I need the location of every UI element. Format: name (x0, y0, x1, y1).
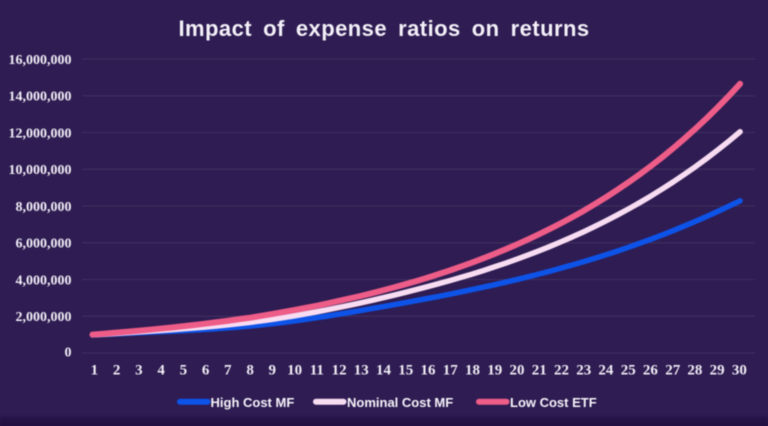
svg-text:6,000,000: 6,000,000 (16, 237, 72, 252)
svg-text:22: 22 (554, 363, 569, 379)
svg-text:24: 24 (598, 363, 614, 379)
svg-text:30: 30 (732, 363, 747, 379)
svg-text:Low Cost ETF: Low Cost ETF (510, 395, 597, 410)
svg-text:8,000,000: 8,000,000 (16, 200, 72, 215)
svg-text:Nominal Cost MF: Nominal Cost MF (347, 395, 453, 410)
svg-text:11: 11 (310, 363, 324, 379)
svg-text:29: 29 (710, 363, 725, 379)
svg-text:9: 9 (269, 363, 277, 379)
svg-text:3: 3 (135, 363, 143, 379)
svg-text:15: 15 (398, 363, 413, 379)
svg-text:4,000,000: 4,000,000 (16, 273, 72, 288)
svg-text:21: 21 (532, 363, 547, 379)
svg-text:23: 23 (576, 363, 591, 379)
svg-text:7: 7 (224, 363, 232, 379)
svg-text:4: 4 (157, 363, 165, 379)
svg-text:12: 12 (332, 363, 347, 379)
svg-text:0: 0 (65, 345, 72, 360)
svg-text:10,000,000: 10,000,000 (9, 163, 72, 178)
svg-text:Impact of expense ratios on re: Impact of expense ratios on returns (178, 16, 589, 41)
svg-text:25: 25 (621, 363, 636, 379)
svg-text:28: 28 (687, 363, 702, 379)
svg-text:20: 20 (510, 363, 525, 379)
svg-text:18: 18 (465, 363, 480, 379)
svg-text:10: 10 (287, 363, 302, 379)
svg-text:1: 1 (91, 363, 99, 379)
svg-text:12,000,000: 12,000,000 (9, 126, 72, 141)
svg-text:26: 26 (643, 363, 659, 379)
svg-text:13: 13 (354, 363, 369, 379)
svg-text:6: 6 (202, 363, 210, 379)
svg-text:5: 5 (180, 363, 188, 379)
svg-text:17: 17 (443, 363, 459, 379)
svg-text:14: 14 (376, 363, 392, 379)
svg-text:2,000,000: 2,000,000 (16, 310, 72, 325)
svg-text:High Cost MF: High Cost MF (211, 395, 295, 410)
svg-text:2: 2 (113, 363, 121, 379)
svg-text:27: 27 (665, 363, 681, 379)
svg-text:16,000,000: 16,000,000 (9, 53, 72, 68)
svg-text:16: 16 (421, 363, 437, 379)
svg-text:19: 19 (487, 363, 502, 379)
svg-text:14,000,000: 14,000,000 (9, 90, 72, 105)
svg-text:8: 8 (246, 363, 254, 379)
